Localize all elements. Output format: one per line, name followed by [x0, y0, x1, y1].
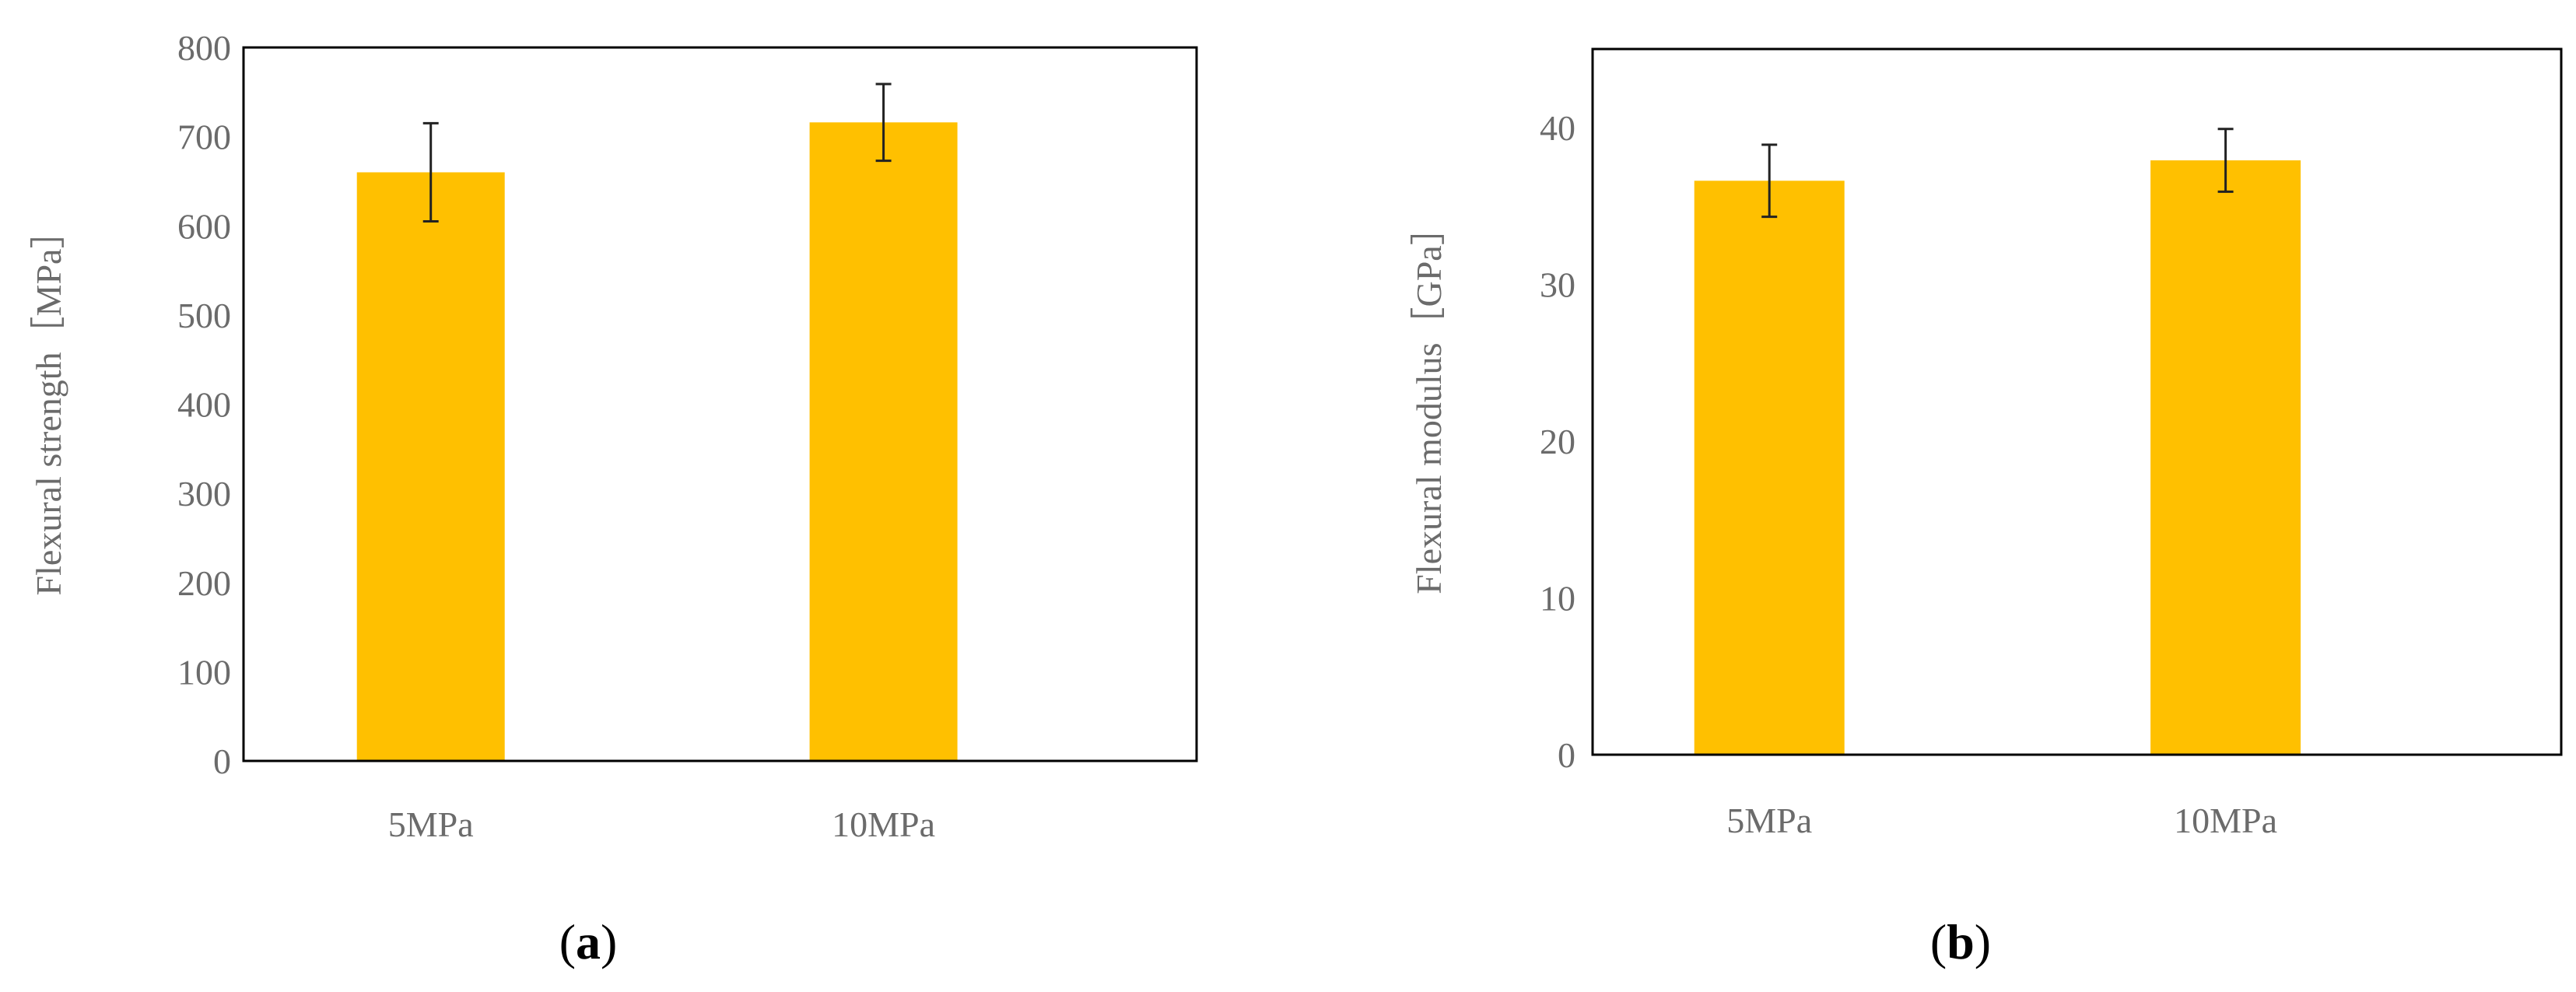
bar-5MPa [1694, 181, 1845, 755]
y-tick-label: 30 [1540, 265, 1575, 304]
y-tick-label: 10 [1540, 578, 1575, 618]
x-tick-label: 5MPa [388, 804, 474, 844]
x-tick-label: 5MPa [1726, 801, 1812, 840]
y-tick-label: 300 [177, 474, 231, 514]
y-axis-title: Flexural modulus［GPa］ [1409, 209, 1449, 594]
panel-label-a-letter: a [576, 914, 601, 969]
panel-label-b-letter: b [1947, 914, 1975, 969]
y-tick-label: 500 [177, 296, 231, 335]
y-tick-label: 600 [177, 206, 231, 246]
y-tick-label: 200 [177, 563, 231, 603]
y-tick-label: 700 [177, 117, 231, 157]
y-tick-label: 800 [177, 28, 231, 68]
y-tick-label: 400 [177, 385, 231, 425]
chart-b-flexural-modulus: 0 10 20 30 40 Flexural modulus［GPa］ 5MPa 10MPa [1409, 47, 2563, 840]
x-tick-label: 10MPa [2174, 801, 2277, 840]
y-tick-label: 40 [1540, 108, 1575, 148]
y-tick-label: 0 [213, 741, 231, 781]
panel-label-b: (b) [1930, 914, 1991, 969]
bar-10MPa [809, 122, 958, 761]
bar-5MPa [356, 172, 505, 762]
panel-label-a: (a) [559, 914, 618, 969]
y-tick-label: 100 [177, 652, 231, 692]
y-axis-title: Flexural strength［MPa］ [29, 213, 68, 596]
x-tick-label: 10MPa [832, 804, 935, 844]
y-tick-label: 20 [1540, 422, 1575, 461]
y-tick-label: 0 [1558, 735, 1575, 775]
bar-10MPa [2150, 160, 2301, 755]
chart-a-flexural-strength: 0 100 200 300 400 500 600 700 800 Flexural streng… [29, 28, 1198, 844]
